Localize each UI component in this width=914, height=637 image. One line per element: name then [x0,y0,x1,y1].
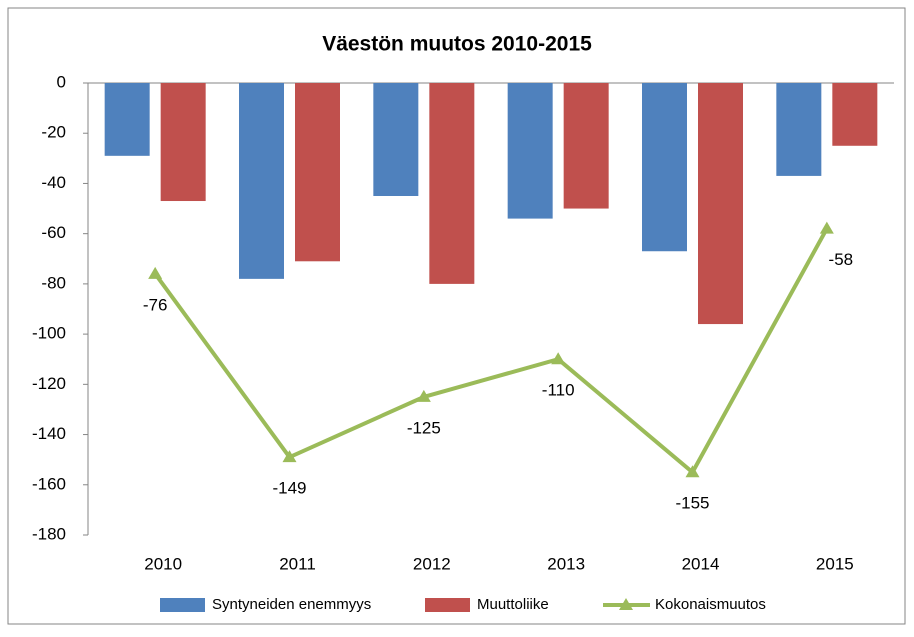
data-label: -76 [143,295,168,314]
line-marker [148,266,163,279]
data-label: -149 [272,479,306,498]
y-tick-label: -40 [41,173,66,192]
line-marker [685,465,700,478]
line-marker [282,450,297,463]
bar [295,83,340,262]
legend-swatch [160,598,205,612]
bar [642,83,687,252]
y-tick-label: -180 [32,524,66,543]
bar [104,83,150,156]
bar [698,83,743,325]
y-tick-label: -160 [32,474,66,493]
line-marker [416,389,431,402]
bar [429,83,475,284]
line-marker [819,221,834,234]
data-label: -155 [675,494,709,513]
data-label: -125 [407,418,441,437]
bar [563,83,609,209]
x-tick-label: 2015 [816,554,854,573]
y-tick-label: -20 [41,123,66,142]
data-label: -58 [829,250,854,269]
data-label: -110 [542,381,575,400]
x-tick-label: 2011 [279,554,316,573]
bar [239,83,284,279]
y-tick-label: -80 [41,273,66,292]
bar [776,83,822,176]
y-tick-label: -120 [32,374,66,393]
x-tick-label: 2013 [547,554,585,573]
x-tick-label: 2010 [144,554,182,573]
line-marker [551,352,566,365]
bar [832,83,878,146]
legend-label: Syntyneiden enemmyys [212,596,371,613]
x-tick-label: 2014 [682,554,720,573]
y-tick-label: -100 [32,324,66,343]
x-tick-label: 2012 [413,554,451,573]
bar [160,83,206,202]
bar [373,83,419,196]
bar [507,83,553,219]
legend-swatch [425,598,470,612]
y-tick-label: 0 [57,72,66,91]
y-tick-label: -140 [32,424,66,443]
y-tick-label: -60 [41,223,66,242]
line [153,227,829,476]
legend-label: Muuttoliike [477,596,549,613]
legend-marker [619,598,633,610]
chart-title: Väestön muutos 2010-2015 [322,33,592,56]
legend-label: Kokonaismuutos [655,596,766,613]
